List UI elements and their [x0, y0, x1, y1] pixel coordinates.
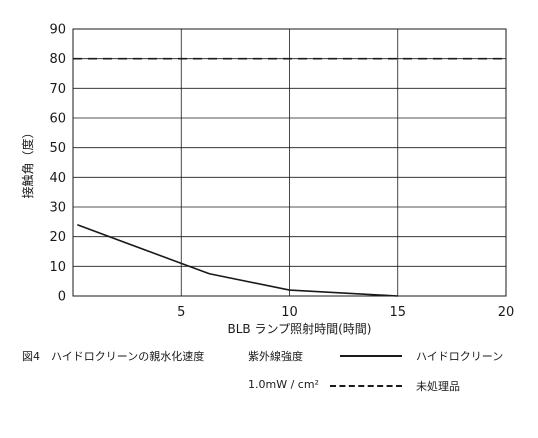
legend-label-hydroclean: ハイドロクリーン	[416, 350, 504, 363]
legend-solid-line	[340, 355, 402, 357]
series-line-0	[77, 224, 398, 297]
y-tick-label: 30	[49, 201, 66, 216]
x-tick-label: 15	[389, 305, 406, 320]
x-axis-title: BLB ランプ照射時間(時間)	[228, 321, 372, 336]
y-tick-label: 0	[58, 290, 66, 305]
chart: 0 10 20 30 40 50 60 70 80 90 5 10 15 20 BLB ランプ照射時間(…	[20, 23, 514, 337]
y-tick-label: 10	[49, 260, 66, 275]
y-tick-label: 80	[49, 52, 66, 67]
y-tick-label: 60	[49, 112, 66, 127]
y-tick-label: 90	[49, 23, 66, 38]
grid	[72, 28, 507, 297]
series-layer	[73, 57, 506, 297]
y-tick-label: 70	[49, 82, 66, 97]
condition-label: 紫外線強度	[248, 350, 303, 363]
y-tick-label: 40	[49, 171, 66, 186]
x-tick-labels: 5 10 15 20	[177, 305, 514, 320]
legend-label-untreated: 未処理品	[416, 380, 460, 393]
x-tick-label: 5	[177, 305, 185, 320]
y-axis-title: 接触角（度）	[20, 126, 35, 198]
legend-dashed-line	[330, 385, 402, 387]
y-tick-label: 50	[49, 141, 66, 156]
condition-value: 1.0mW / cm²	[248, 378, 319, 391]
x-tick-label: 20	[498, 305, 515, 320]
y-tick-labels: 0 10 20 30 40 50 60 70 80 90	[49, 23, 66, 305]
x-tick-label: 10	[281, 305, 298, 320]
figure-caption: 図4 ハイドロクリーンの親水化速度	[22, 350, 205, 363]
y-tick-label: 20	[49, 230, 66, 245]
